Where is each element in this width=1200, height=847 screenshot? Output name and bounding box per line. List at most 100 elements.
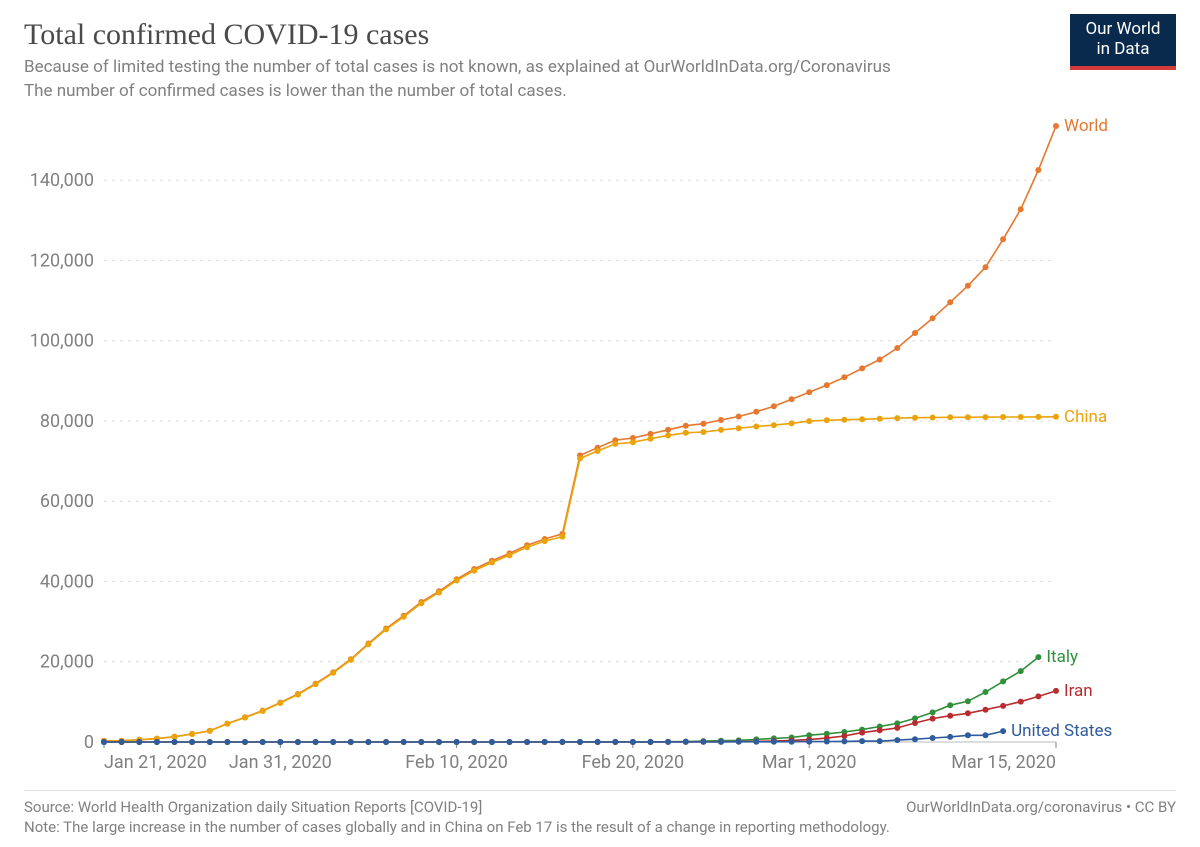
y-axis-label: 60,000	[40, 491, 94, 512]
series-marker	[806, 389, 812, 395]
series-marker	[383, 627, 389, 633]
series-marker	[101, 739, 107, 745]
series-marker	[965, 283, 971, 289]
series-marker	[665, 739, 671, 745]
chart-footer: Source: World Health Organization daily …	[24, 790, 1176, 838]
series-marker	[524, 739, 530, 745]
series-marker	[189, 731, 195, 737]
x-axis-label: Mar 1, 2020	[762, 752, 857, 773]
series-marker	[753, 409, 759, 415]
series-marker	[260, 708, 266, 714]
series-marker	[877, 727, 883, 733]
chart-subtitle-1: Because of limited testing the number of…	[24, 56, 1024, 78]
series-marker	[154, 739, 160, 745]
y-axis-label: 100,000	[30, 331, 94, 352]
series-marker	[841, 417, 847, 423]
footer-note: Note: The large increase in the number o…	[24, 817, 1176, 837]
series-marker	[401, 739, 407, 745]
chart-title: Total confirmed COVID-19 cases	[24, 18, 1176, 52]
series-marker	[1053, 414, 1059, 420]
series-marker	[736, 414, 742, 420]
series-marker	[824, 739, 830, 745]
series-marker	[894, 345, 900, 351]
series-marker	[313, 739, 319, 745]
logo-line-1: Our World	[1070, 20, 1176, 40]
series-marker	[136, 739, 142, 745]
series-marker	[295, 692, 301, 698]
series-marker	[119, 739, 125, 745]
series-marker	[454, 739, 460, 745]
series-marker	[859, 366, 865, 372]
series-marker	[930, 710, 936, 716]
series-marker	[313, 681, 319, 687]
series-marker	[877, 738, 883, 744]
chart-area: 020,00040,00060,00080,000100,000120,0001…	[24, 108, 1176, 788]
series-marker	[771, 422, 777, 428]
y-axis-label: 0	[84, 732, 94, 753]
x-axis-label: Feb 20, 2020	[582, 752, 685, 773]
series-marker	[894, 725, 900, 731]
series-marker	[947, 299, 953, 305]
series-marker	[1035, 654, 1041, 660]
series-marker	[700, 429, 706, 435]
series-marker	[983, 732, 989, 738]
series-marker	[736, 739, 742, 745]
series-marker	[859, 416, 865, 422]
series-marker	[965, 698, 971, 704]
series-marker	[789, 739, 795, 745]
series-marker	[489, 739, 495, 745]
series-marker	[894, 737, 900, 743]
series-marker	[683, 430, 689, 436]
series-marker	[436, 590, 442, 596]
series-marker	[841, 374, 847, 380]
footer-source: Source: World Health Organization daily …	[24, 797, 482, 817]
series-marker	[947, 734, 953, 740]
series-marker	[559, 534, 565, 540]
chart-container: Our World in Data Total confirmed COVID-…	[0, 0, 1200, 847]
series-marker	[1018, 699, 1024, 705]
series-marker	[1018, 414, 1024, 420]
series-marker	[348, 657, 354, 663]
series-marker	[789, 421, 795, 427]
series-marker	[507, 739, 513, 745]
series-marker	[1000, 236, 1006, 242]
series-marker	[542, 739, 548, 745]
series-marker	[189, 739, 195, 745]
series-marker	[330, 739, 336, 745]
series-marker	[947, 414, 953, 420]
y-axis-label: 20,000	[40, 652, 94, 673]
y-axis-label: 40,000	[40, 572, 94, 593]
footer-attribution: OurWorldInData.org/coronavirus • CC BY	[906, 797, 1176, 817]
series-marker	[242, 739, 248, 745]
series-line	[104, 126, 1056, 741]
series-marker	[753, 424, 759, 430]
series-marker	[612, 739, 618, 745]
series-marker	[877, 416, 883, 422]
y-axis-label: 80,000	[40, 411, 94, 432]
series-marker	[507, 552, 513, 558]
series-marker	[877, 357, 883, 363]
series-marker	[718, 427, 724, 433]
series-marker	[806, 739, 812, 745]
x-axis-label: Jan 31, 2020	[229, 752, 332, 773]
series-marker	[365, 641, 371, 647]
series-marker	[559, 739, 565, 745]
series-marker	[789, 396, 795, 402]
series-marker	[330, 670, 336, 676]
line-chart-svg: 020,00040,00060,00080,000100,000120,0001…	[24, 108, 1176, 788]
chart-subtitle-2: The number of confirmed cases is lower t…	[24, 80, 1024, 102]
series-end-label: Italy	[1046, 647, 1078, 667]
series-marker	[824, 417, 830, 423]
series-marker	[401, 614, 407, 620]
series-marker	[947, 702, 953, 708]
series-marker	[930, 735, 936, 741]
series-marker	[489, 560, 495, 566]
series-marker	[930, 716, 936, 722]
series-marker	[771, 739, 777, 745]
series-marker	[577, 456, 583, 462]
series-marker	[648, 436, 654, 442]
x-axis-label: Jan 21, 2020	[104, 752, 207, 773]
owid-logo: Our World in Data	[1070, 14, 1176, 70]
series-marker	[612, 441, 618, 447]
series-marker	[894, 415, 900, 421]
